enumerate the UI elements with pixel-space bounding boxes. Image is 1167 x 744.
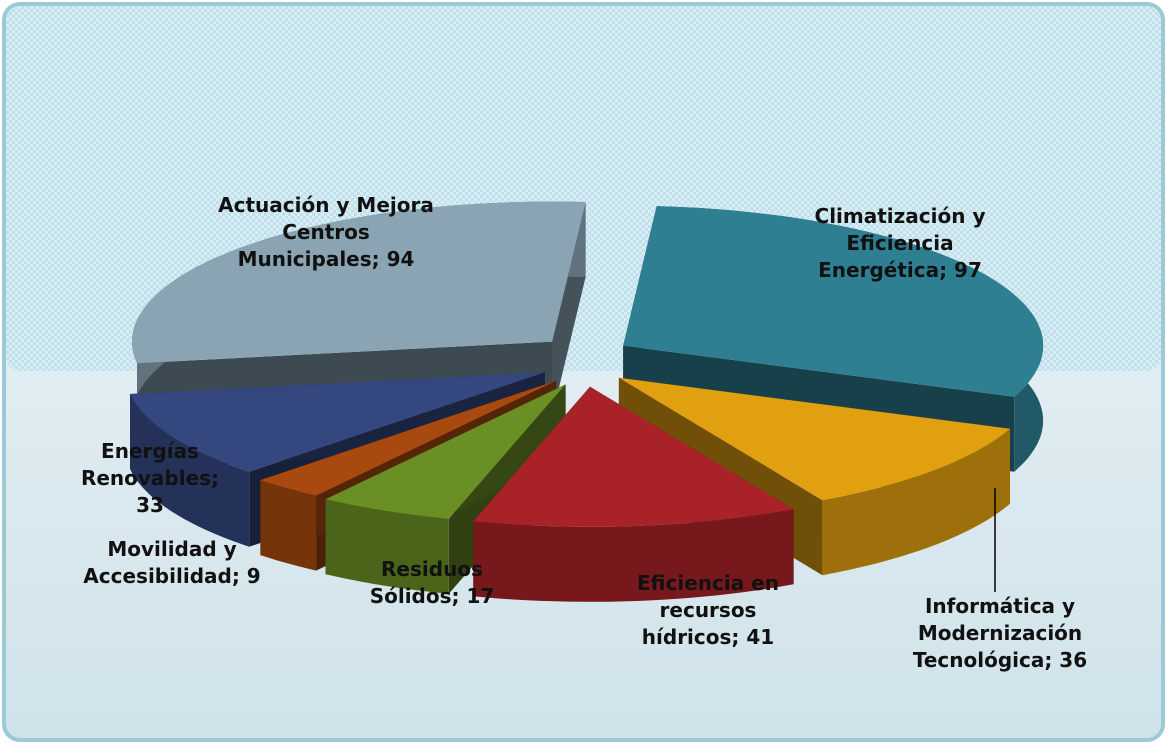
slice-label: Eficiencia en recursos hídricos; 41 [637,571,779,649]
slice-label: Residuos Sólidos; 17 [369,557,495,608]
slice-wall [130,394,250,547]
slice-wall [822,428,1010,576]
slice-label: Actuación y Mejora Centros Municipales; … [218,193,434,271]
pie-slice [260,380,557,496]
slice-label: Energías Renovables; 33 [80,439,220,517]
slice-label: Informática y Modernización Tecnológica;… [912,594,1088,672]
pie-slice [623,206,1044,397]
pie-slice [132,201,586,364]
pie-slice [130,372,545,472]
slice-label: Climatización y Eficiencia Energética; 9… [814,204,986,282]
slice-label: Movilidad y Accesibilidad; 9 [83,537,261,588]
slice-wall [260,480,317,571]
pie-slice [325,384,566,519]
pie-slice [473,386,794,527]
slice-wall [325,499,449,594]
slice-wall [473,509,794,602]
pie-slice [618,377,1010,501]
